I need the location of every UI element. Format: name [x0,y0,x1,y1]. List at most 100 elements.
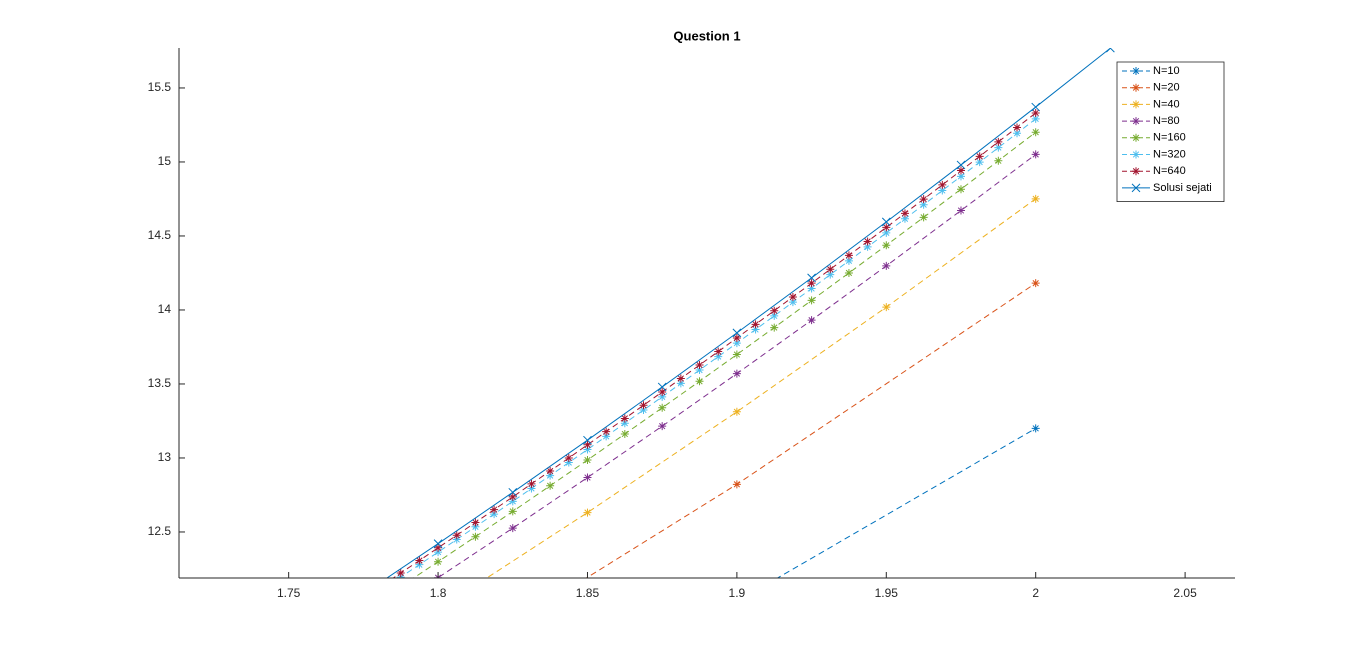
y-tick-label: 13.5 [148,376,172,390]
x-tick-label: 1.85 [576,586,600,600]
marker [508,492,517,501]
marker [956,166,965,175]
series-line [776,427,1036,578]
series-line [412,131,1036,578]
marker [620,419,629,428]
x-tick-label: 1.95 [875,586,899,600]
marker [975,158,984,167]
marker [938,186,947,195]
marker [751,320,760,329]
x-tick-label: 1.8 [430,586,447,600]
marker [732,350,741,359]
legend-label: N=640 [1153,165,1186,177]
legend-label: N=40 [1153,98,1180,110]
marker [1031,279,1040,288]
marker [1013,129,1022,138]
marker [807,284,816,293]
marker [527,479,536,488]
marker [900,209,909,218]
marker [583,473,592,482]
marker [583,508,592,517]
y-tick-label: 12.5 [148,524,172,538]
marker [583,445,592,454]
marker [639,401,648,410]
marker [695,361,704,370]
marker [490,510,499,519]
x-tick-label: 1.75 [277,586,301,600]
legend: N=10 N=20 N=40 N=80 N=160 N=320 N=640 Solusi se… [1116,61,1225,203]
x-tick-label: 2.05 [1173,586,1197,600]
marker [602,427,611,436]
marker [882,228,891,237]
marker [434,557,443,566]
marker [583,435,592,445]
marker [546,466,555,475]
marker [1031,114,1040,123]
legend-label: N=80 [1153,115,1180,127]
marker [770,306,779,315]
marker [882,241,891,250]
marker [975,152,984,161]
marker [620,429,629,438]
marker [415,560,424,569]
marker [1031,424,1040,433]
marker [433,539,443,549]
marker [1013,123,1022,132]
marker [658,403,667,412]
marker [1031,194,1040,203]
marker [546,471,555,480]
marker [434,543,443,552]
marker [732,407,741,416]
marker [471,522,480,531]
legend-marker [1132,100,1140,109]
legend-label: Solusi sejati [1153,182,1212,194]
y-tick-label: 14.5 [148,228,172,242]
marker [844,256,853,265]
marker [882,223,891,232]
legend-marker [1132,117,1140,126]
y-tick-label: 15.5 [148,80,172,94]
marker [546,481,555,490]
series-line [398,118,1036,578]
marker [1031,108,1040,117]
series-line [485,198,1036,578]
legend-marker [1131,183,1141,193]
marker [471,518,480,527]
marker [844,251,853,260]
marker [1031,102,1041,112]
marker [732,480,741,489]
marker [415,556,424,565]
marker [695,366,704,375]
marker [994,156,1003,165]
marker [882,303,891,312]
marker [826,265,835,274]
marker [919,195,928,204]
marker [807,279,816,288]
marker [807,273,816,283]
marker [807,296,816,305]
legend-marker [1132,133,1140,142]
legend-label: N=20 [1153,82,1180,94]
marker [602,432,611,441]
marker [695,377,704,386]
legend-label: N=10 [1153,65,1180,77]
y-tick-label: 14 [158,302,172,316]
legend-marker [1132,167,1140,176]
y-tick-label: 15 [158,154,172,168]
marker [714,352,723,361]
marker [732,369,741,378]
marker [676,374,685,383]
series-line [436,154,1036,578]
marker [900,214,909,223]
marker [732,333,741,342]
legend-label: N=320 [1153,148,1186,160]
marker [676,379,685,388]
marker [882,261,891,270]
marker [508,507,517,516]
marker [881,217,891,227]
marker [714,347,723,356]
marker [751,325,760,334]
marker [844,268,853,277]
marker [938,180,947,189]
